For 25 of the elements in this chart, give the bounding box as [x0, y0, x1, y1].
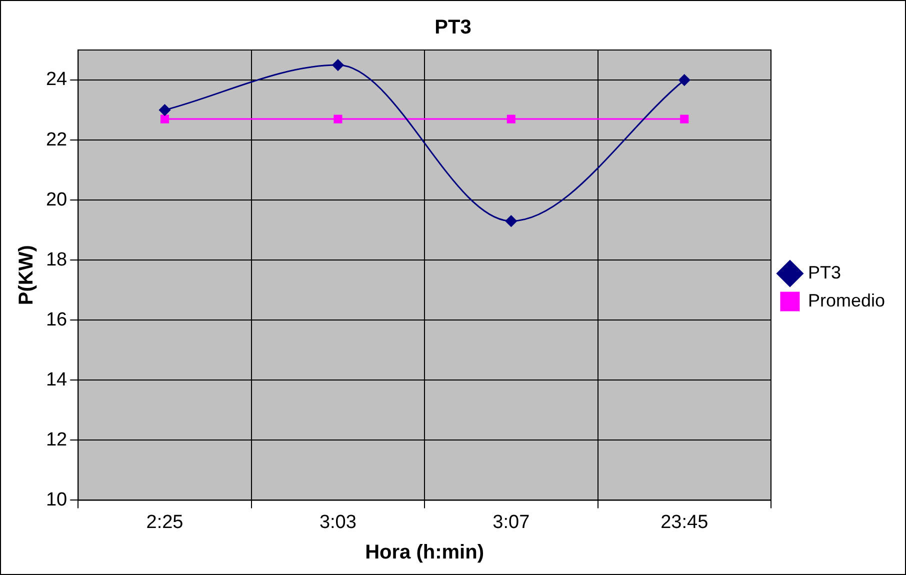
- y-tick-label: 24: [46, 69, 68, 90]
- point: [334, 114, 342, 124]
- point: [505, 215, 517, 227]
- x-tick-label: 23:45: [660, 512, 708, 533]
- y-tick-label: 12: [46, 429, 68, 450]
- chart-title: PT3: [434, 16, 472, 39]
- y-tick-label: 10: [46, 489, 68, 510]
- y-tick-label: 20: [46, 189, 68, 210]
- legend-label: Promedio: [808, 290, 886, 310]
- legend-label: PT3: [808, 262, 841, 282]
- y-tick-label: 14: [46, 369, 68, 390]
- point: [506, 114, 516, 124]
- y-axis-title: P(KW): [16, 245, 38, 306]
- point: [332, 59, 344, 71]
- x-tick-label: 2:25: [146, 512, 184, 533]
- point: [678, 74, 690, 86]
- y-tick-label: 16: [46, 309, 68, 330]
- y-tick-label: 18: [46, 249, 68, 270]
- point: [160, 114, 170, 124]
- point: [680, 114, 689, 124]
- x-tick-label: 3:03: [319, 512, 356, 533]
- x-axis-title: Hora (h:min): [365, 542, 484, 564]
- x-tick-label: 3:07: [492, 512, 530, 533]
- y-tick-label: 22: [46, 129, 68, 150]
- point: [158, 104, 170, 116]
